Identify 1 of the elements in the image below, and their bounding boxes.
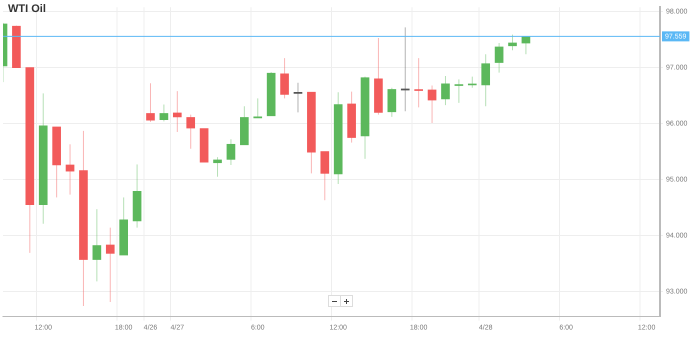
chart-title: WTI Oil xyxy=(8,3,46,15)
